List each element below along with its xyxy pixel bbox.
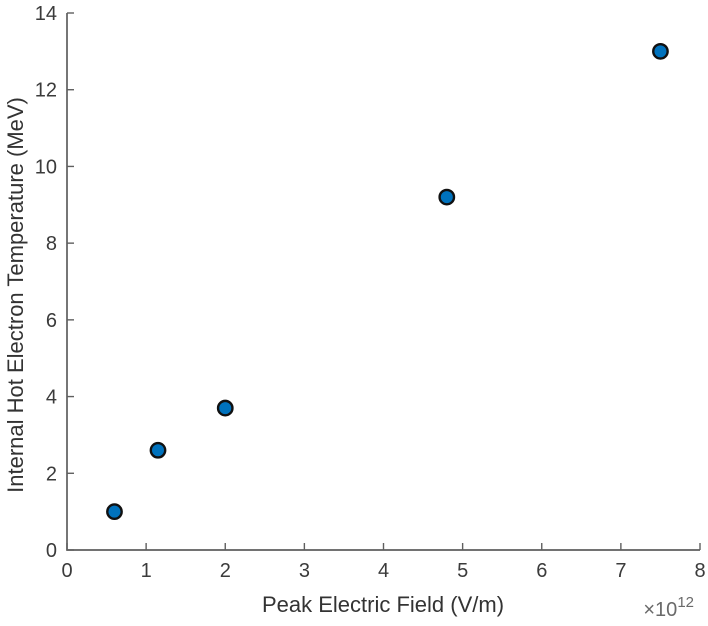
y-tick-label: 4 — [46, 387, 57, 409]
x-tick-label: 7 — [615, 560, 626, 582]
y-tick-label: 14 — [35, 3, 57, 25]
x-tick-label: 0 — [61, 560, 72, 582]
x-axis-label: Peak Electric Field (V/m) — [262, 592, 504, 617]
multiplier-base: ×10 — [643, 599, 677, 621]
y-tick-label: 2 — [46, 463, 57, 485]
x-tick-label: 2 — [220, 560, 231, 582]
x-tick-label: 1 — [141, 560, 152, 582]
y-axis-label: Internal Hot Electron Temperature (MeV) — [3, 97, 28, 493]
x-axis-multiplier-label: ×1012 — [643, 594, 694, 621]
x-tick-label: 5 — [457, 560, 468, 582]
x-tick-label: 3 — [299, 560, 310, 582]
x-tick-label: 8 — [694, 560, 705, 582]
data-point — [216, 399, 234, 417]
y-tick-label: 8 — [46, 233, 57, 255]
multiplier-exponent: 12 — [677, 594, 694, 611]
y-tick-label: 12 — [35, 80, 57, 102]
x-tick-label: 6 — [536, 560, 547, 582]
y-tick-label: 6 — [46, 310, 57, 332]
data-point — [106, 503, 123, 521]
y-tick-label: 10 — [35, 156, 57, 178]
data-point — [149, 441, 167, 459]
axis-lines — [66, 13, 700, 551]
x-tick-label: 4 — [378, 560, 389, 582]
data-point — [438, 188, 456, 206]
y-tick-label: 0 — [46, 540, 57, 562]
data-point — [652, 42, 669, 60]
